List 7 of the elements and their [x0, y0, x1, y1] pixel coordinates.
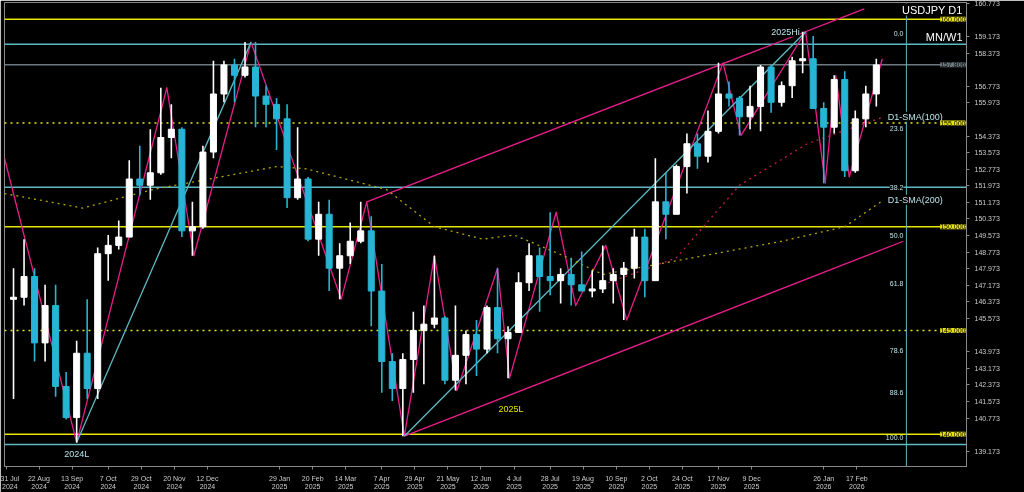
annotation: 2025Hi — [771, 26, 800, 37]
annotation: 2024L — [64, 449, 90, 460]
annotation: 2025L — [498, 404, 524, 415]
annotation: D1-SMA(100) — [887, 111, 943, 122]
annotation: D1-SMA(200) — [887, 194, 943, 205]
text: MN/W1 — [925, 30, 963, 43]
chart-title: USDJPY D1 — [901, 3, 963, 16]
